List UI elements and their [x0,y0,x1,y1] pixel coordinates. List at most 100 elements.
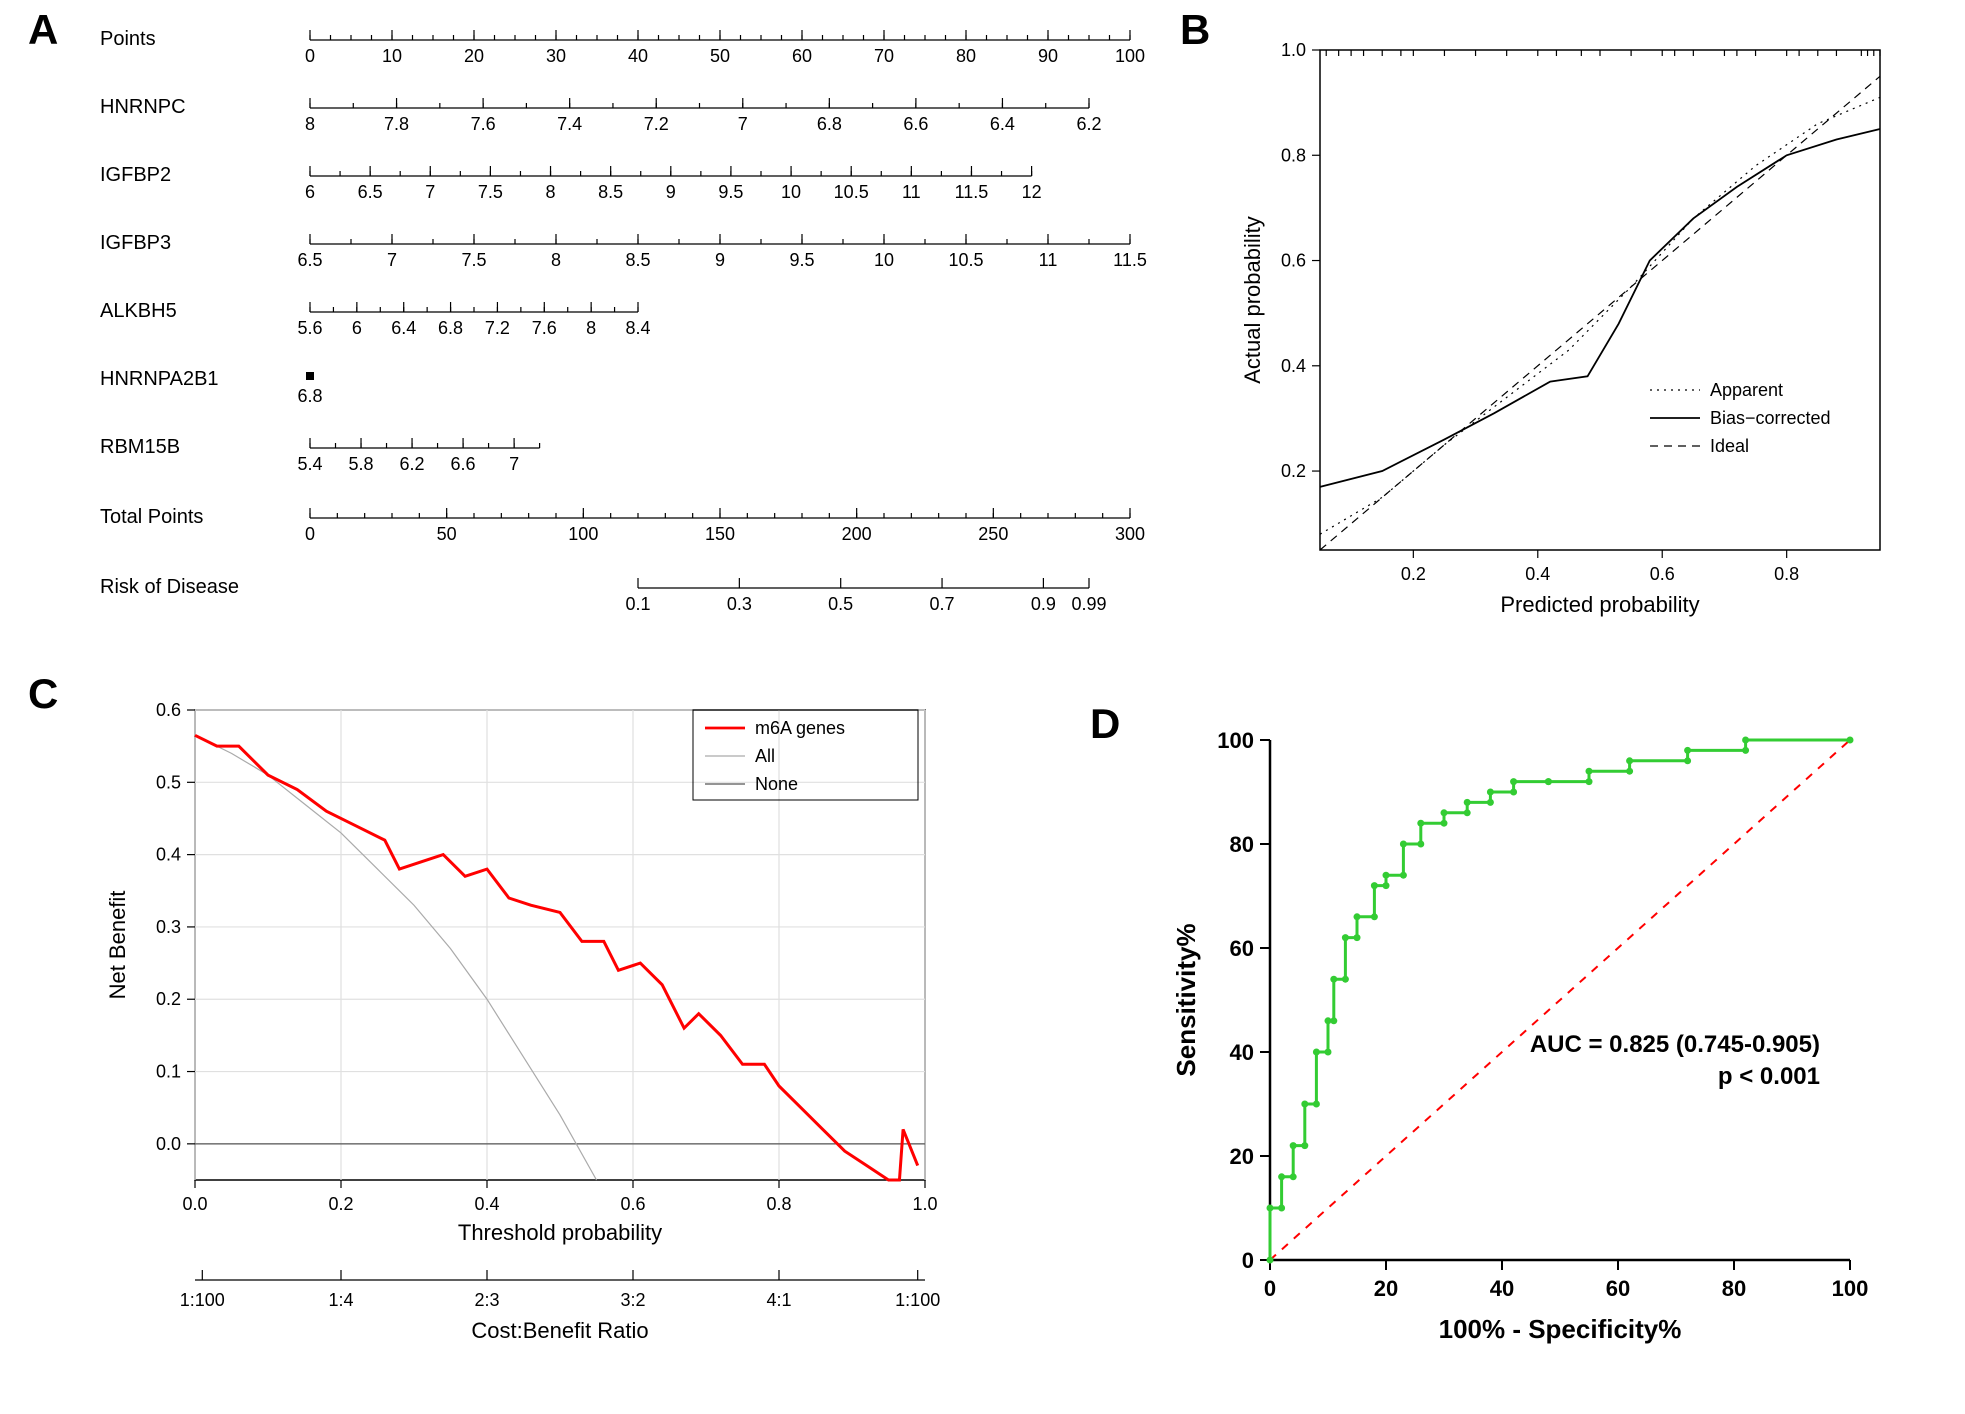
svg-text:Net Benefit: Net Benefit [105,891,130,1000]
svg-text:0.8: 0.8 [1774,564,1799,584]
svg-text:HNRNPC: HNRNPC [100,96,186,118]
svg-text:0.2: 0.2 [1401,564,1426,584]
svg-text:0.2: 0.2 [328,1194,353,1214]
roc-curve: 020406080100020406080100100% - Specifici… [1150,720,1950,1400]
svg-text:60: 60 [792,46,812,66]
calibration-plot: 0.20.40.60.80.20.40.60.81.0Predicted pro… [1230,20,1930,640]
svg-text:8.5: 8.5 [625,250,650,270]
svg-text:9.5: 9.5 [718,182,743,202]
svg-text:6.4: 6.4 [990,114,1015,134]
svg-text:100: 100 [1832,1276,1869,1301]
svg-text:100: 100 [568,524,598,544]
svg-text:None: None [755,774,798,794]
panel-label-d: D [1090,700,1120,748]
svg-text:Ideal: Ideal [1710,436,1749,456]
svg-text:60: 60 [1606,1276,1630,1301]
svg-text:12: 12 [1022,182,1042,202]
svg-text:11.5: 11.5 [1113,250,1147,270]
svg-text:2:3: 2:3 [474,1290,499,1310]
svg-text:1.0: 1.0 [1281,40,1306,60]
svg-text:5.4: 5.4 [297,454,322,474]
svg-text:80: 80 [956,46,976,66]
svg-text:0.8: 0.8 [766,1194,791,1214]
svg-text:p < 0.001: p < 0.001 [1718,1063,1820,1090]
svg-text:0.6: 0.6 [156,700,181,720]
svg-text:Total Points: Total Points [100,506,203,528]
svg-text:Points: Points [100,28,156,50]
svg-text:0: 0 [1264,1276,1276,1301]
panel-label-a: A [28,6,58,54]
svg-text:8: 8 [305,114,315,134]
svg-text:11.5: 11.5 [955,182,989,202]
svg-text:5.8: 5.8 [349,454,374,474]
svg-text:80: 80 [1230,832,1254,857]
svg-text:1:100: 1:100 [895,1290,940,1310]
svg-text:0.6: 0.6 [620,1194,645,1214]
svg-text:7.8: 7.8 [384,114,409,134]
svg-text:0.5: 0.5 [828,594,853,614]
svg-text:Actual probability: Actual probability [1240,216,1265,384]
svg-text:0.9: 0.9 [1031,594,1056,614]
panel-label-b: B [1180,6,1210,54]
svg-text:9: 9 [715,250,725,270]
svg-text:8: 8 [546,182,556,202]
svg-text:6.8: 6.8 [817,114,842,134]
svg-text:100% - Specificity%: 100% - Specificity% [1439,1314,1682,1344]
svg-text:7.2: 7.2 [644,114,669,134]
svg-text:90: 90 [1038,46,1058,66]
svg-text:0.3: 0.3 [727,594,752,614]
svg-text:100: 100 [1115,46,1145,66]
svg-text:7.6: 7.6 [532,318,557,338]
svg-text:10: 10 [382,46,402,66]
svg-text:7: 7 [509,454,519,474]
svg-text:0.4: 0.4 [1281,356,1306,376]
svg-text:250: 250 [978,524,1008,544]
svg-text:0.3: 0.3 [156,917,181,937]
svg-text:7.5: 7.5 [461,250,486,270]
svg-text:7.2: 7.2 [485,318,510,338]
svg-text:0: 0 [305,46,315,66]
svg-text:0.0: 0.0 [156,1134,181,1154]
svg-text:All: All [755,746,775,766]
svg-text:0.1: 0.1 [625,594,650,614]
svg-text:0.8: 0.8 [1281,145,1306,165]
svg-text:Predicted probability: Predicted probability [1500,592,1699,617]
svg-text:7: 7 [738,114,748,134]
svg-text:7.5: 7.5 [478,182,503,202]
svg-text:ALKBH5: ALKBH5 [100,300,177,322]
svg-text:20: 20 [1374,1276,1398,1301]
svg-text:6.8: 6.8 [297,386,322,406]
svg-text:6.6: 6.6 [451,454,476,474]
svg-text:200: 200 [842,524,872,544]
svg-text:7: 7 [387,250,397,270]
svg-text:100: 100 [1217,728,1254,753]
svg-text:10.5: 10.5 [948,250,983,270]
svg-text:1:100: 1:100 [180,1290,225,1310]
svg-text:m6A genes: m6A genes [755,718,845,738]
svg-text:70: 70 [874,46,894,66]
svg-text:0.4: 0.4 [156,845,181,865]
svg-text:RBM15B: RBM15B [100,436,180,458]
svg-text:9: 9 [666,182,676,202]
svg-text:7.6: 7.6 [471,114,496,134]
decision-curve: 0.00.20.40.60.81.00.00.10.20.30.40.50.6T… [85,690,1045,1410]
svg-text:20: 20 [1230,1144,1254,1169]
svg-text:6.8: 6.8 [438,318,463,338]
svg-text:0.2: 0.2 [1281,461,1306,481]
svg-text:3:2: 3:2 [620,1290,645,1310]
svg-text:Threshold probability: Threshold probability [458,1220,662,1245]
svg-text:6.4: 6.4 [391,318,416,338]
svg-text:80: 80 [1722,1276,1746,1301]
svg-text:40: 40 [628,46,648,66]
svg-text:5.6: 5.6 [297,318,322,338]
svg-text:0.99: 0.99 [1071,594,1106,614]
svg-text:8.4: 8.4 [625,318,650,338]
svg-text:6.2: 6.2 [1076,114,1101,134]
svg-text:40: 40 [1490,1276,1514,1301]
svg-text:1.0: 1.0 [912,1194,937,1214]
svg-text:0.1: 0.1 [156,1062,181,1082]
svg-text:0.4: 0.4 [474,1194,499,1214]
svg-text:6.6: 6.6 [903,114,928,134]
svg-text:8.5: 8.5 [598,182,623,202]
svg-text:300: 300 [1115,524,1145,544]
